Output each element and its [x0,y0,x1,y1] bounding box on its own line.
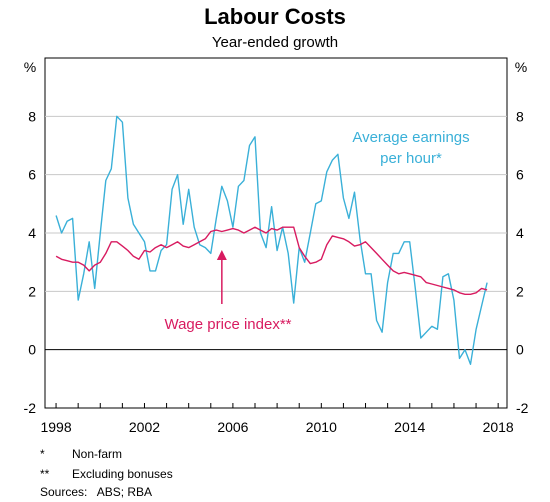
chart-subtitle: Year-ended growth [212,34,338,51]
y-tick-right: 0 [516,342,524,358]
series-label-average-earnings: Average earnings [352,129,469,146]
note-2-mark: ** [40,467,50,481]
x-tick-label: 1998 [40,419,71,435]
annotation-arrow [216,250,227,304]
series-label-wage-price-index: Wage price index** [164,316,291,333]
x-tick-label: 2014 [394,419,425,435]
series-label-average-earnings: per hour* [380,150,442,167]
y-tick-left: 2 [28,283,36,299]
note-2-text: Excluding bonuses [72,467,173,481]
y-tick-right: -2 [516,400,529,416]
y-unit-left: % [24,59,36,75]
y-tick-left: 0 [28,342,36,358]
y-unit-right: % [515,59,527,75]
x-tick-label: 2006 [217,419,248,435]
chart-title: Labour Costs [204,4,346,29]
y-tick-right: 6 [516,167,524,183]
gridlines [45,115,507,408]
x-tick-label: 2018 [483,419,514,435]
tick-labels: -2 -2 0 0 2 2 4 4 6 6 8 8 1998 2002 2006 2010 2014 2018 [24,108,529,435]
series-layer [55,115,488,365]
y-tick-left: -2 [24,400,37,416]
series-line-wage-price-index [55,226,488,295]
note-1-mark: * [40,447,45,461]
series-labels: Average earnings per hour* Wage price inde… [164,129,469,333]
series-line-average-earnings [55,115,488,365]
y-tick-left: 6 [28,167,36,183]
y-tick-right: 4 [516,225,524,241]
x-tick-label: 2010 [306,419,337,435]
y-tick-left: 8 [28,108,36,124]
sources-line: Sources: ABS; RBA [40,485,152,499]
note-1-text: Non-farm [72,447,122,461]
y-tick-right: 8 [516,108,524,124]
x-tick-label: 2002 [129,419,160,435]
y-tick-left: 4 [28,225,36,241]
arrow-head [216,250,227,260]
y-tick-right: 2 [516,283,524,299]
